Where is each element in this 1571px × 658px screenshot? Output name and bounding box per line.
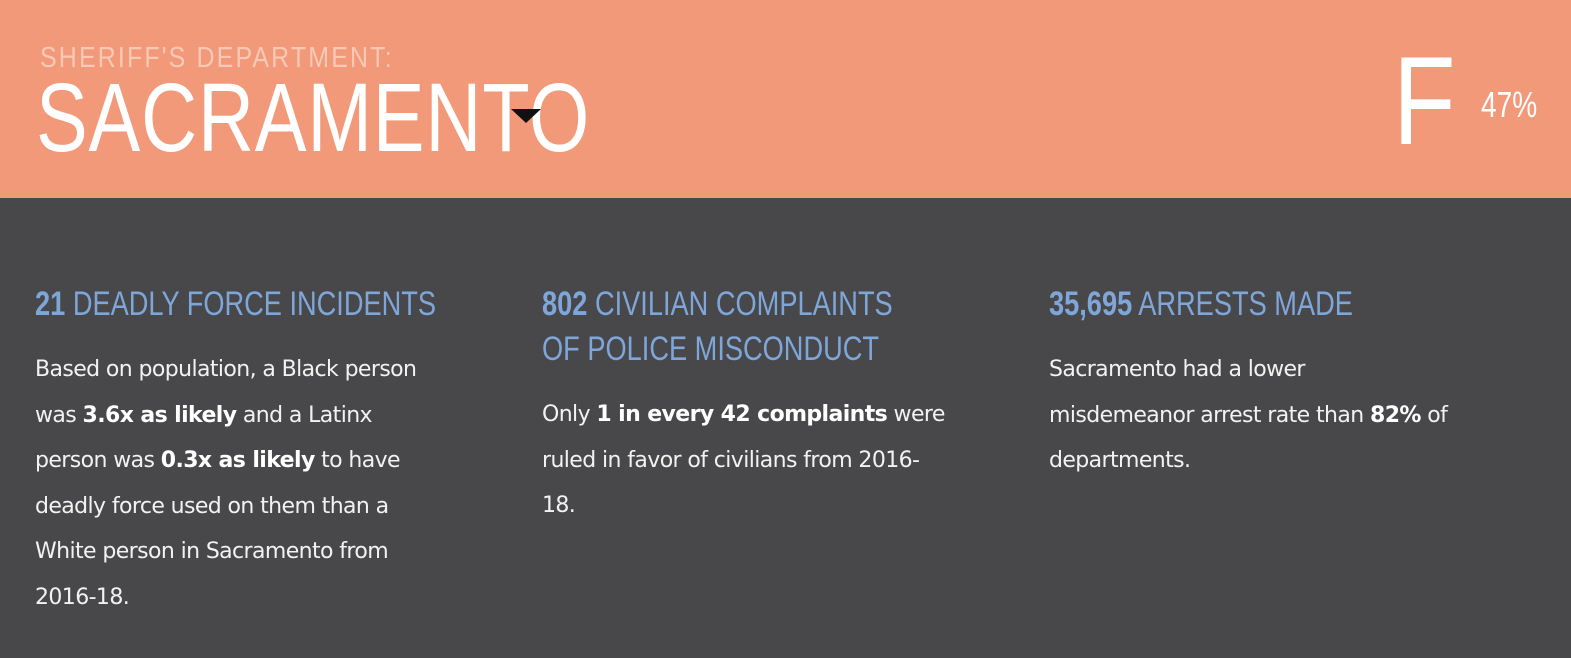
- text-run: to have deadly force used on them than a…: [35, 448, 401, 610]
- highlight-run: 1 in every 42 complaints: [596, 402, 888, 427]
- text-run: Based on population, a Black person was: [35, 357, 417, 428]
- stat-description: Only 1 in every 42 complaints were ruled…: [542, 392, 952, 529]
- stat-number: 802: [542, 285, 588, 323]
- stat-heading: 21 DEADLY FORCE INCIDENTS: [35, 282, 451, 327]
- department-header: SHERIFF'S DEPARTMENT: SACRAMENTO F 47%: [0, 0, 1571, 198]
- text-run: were ruled in favor of civilians from 20…: [542, 402, 945, 518]
- text-run: and a Latinx person was: [35, 402, 373, 474]
- stat-number: 21: [35, 285, 66, 323]
- highlight-run: 82%: [1369, 402, 1421, 428]
- stat-title: ARRESTS MADE: [1132, 285, 1353, 323]
- stat-deadly-force: 21 DEADLY FORCE INCIDENTS Based on popul…: [35, 282, 475, 620]
- text-run: Only: [542, 402, 597, 427]
- stat-description: Sacramento had a lower misdemeanor arres…: [1049, 347, 1449, 484]
- stat-title: DEADLY FORCE INCIDENTS: [65, 285, 437, 323]
- stat-complaints: 802 CIVILIAN COMPLAINTS OF POLICE MISCON…: [542, 282, 982, 529]
- stat-heading: 802 CIVILIAN COMPLAINTS OF POLICE MISCON…: [542, 282, 926, 372]
- stat-number: 35,695: [1049, 285, 1133, 323]
- department-type-label: SHERIFF'S DEPARTMENT:: [40, 42, 394, 74]
- text-run: of departments.: [1049, 402, 1448, 474]
- stat-arrests: 35,695 ARRESTS MADE Sacramento had a low…: [1049, 282, 1489, 484]
- stat-title: CIVILIAN COMPLAINTS OF POLICE MISCONDUCT: [542, 285, 893, 368]
- department-score: 47%: [1481, 84, 1538, 125]
- department-grade: F: [1393, 32, 1456, 171]
- text-run: Sacramento had a lower misdemeanor arres…: [1049, 357, 1370, 428]
- highlight-run: 0.3x as likely: [160, 448, 316, 473]
- chevron-down-icon[interactable]: [511, 109, 541, 123]
- highlight-run: 3.6x as likely: [82, 402, 238, 428]
- department-name[interactable]: SACRAMENTO: [36, 63, 591, 172]
- stat-description: Based on population, a Black person was …: [35, 347, 445, 620]
- stat-heading: 35,695 ARRESTS MADE: [1049, 282, 1465, 327]
